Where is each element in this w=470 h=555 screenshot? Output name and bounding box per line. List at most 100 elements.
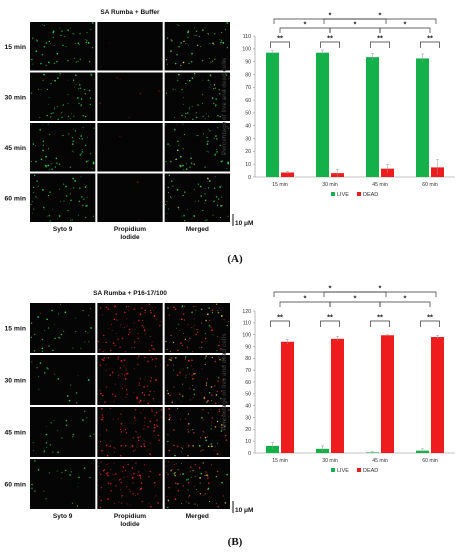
cell-dot (195, 34, 197, 36)
cell-dot (52, 79, 54, 81)
cell-dot (125, 373, 128, 375)
cell-dot (80, 152, 82, 154)
cell-dot (213, 187, 216, 189)
cell-dot (202, 449, 204, 451)
cell-dot (105, 364, 107, 366)
cell-dot (213, 449, 215, 451)
cell-dot (220, 41, 222, 43)
cell-dot (131, 476, 134, 479)
cell-dot (79, 187, 81, 189)
cell-dot (211, 329, 213, 331)
cell-dot (216, 453, 219, 455)
cell-dot (139, 313, 142, 316)
cell-dot (216, 204, 219, 207)
cell-dot (208, 86, 210, 88)
cell-dot (64, 311, 67, 314)
cell-dot (119, 346, 121, 348)
cell-dot (169, 160, 172, 163)
cell-dot (177, 79, 179, 81)
cell-dot (84, 144, 87, 147)
cell-dot (207, 187, 209, 189)
cell-dot (204, 398, 206, 400)
cell-dot (117, 418, 119, 420)
cell-dot (188, 502, 190, 504)
cell-dot (177, 469, 179, 471)
cell-dot (193, 393, 196, 395)
micrograph-title: SA Rumba + Buffer (100, 9, 160, 16)
cell-dot (115, 485, 117, 487)
pair-significance: ** (427, 313, 433, 322)
cell-dot (139, 92, 142, 95)
cell-dot (151, 341, 153, 343)
cell-dot (72, 433, 75, 436)
cell-dot (138, 382, 140, 384)
cell-dot (116, 77, 118, 79)
cell-dot (120, 423, 123, 425)
cell-dot (193, 215, 196, 217)
cell-dot (227, 215, 229, 217)
cell-dot (219, 115, 221, 118)
micrograph-tile (30, 459, 96, 509)
cell-dot (187, 444, 190, 447)
cell-dot (62, 44, 64, 47)
cell-dot (165, 465, 167, 467)
pair-bracket (420, 41, 440, 48)
cell-dot (195, 309, 197, 311)
legend-label: LIVE (337, 192, 349, 198)
cell-dot (61, 472, 63, 474)
cell-dot (173, 463, 175, 466)
cell-dot (188, 496, 190, 498)
cell-dot (40, 313, 42, 314)
y-tick-label: 40 (245, 403, 251, 409)
legend-label: DEAD (363, 192, 378, 198)
cell-dot (211, 439, 213, 441)
cell-dot (59, 74, 61, 76)
cell-dot (217, 310, 219, 312)
cell-dot (127, 463, 129, 466)
cell-dot (120, 502, 123, 504)
cell-dot (41, 124, 43, 125)
cell-dot (217, 377, 220, 379)
cell-dot (127, 333, 130, 336)
column-label: Merged (186, 513, 209, 520)
cell-dot (166, 507, 168, 508)
cell-dot (165, 92, 167, 94)
cell-dot (174, 308, 177, 310)
cell-dot (151, 408, 153, 410)
cell-dot (69, 193, 71, 195)
cell-dot (52, 451, 54, 453)
cell-dot (176, 374, 179, 376)
cell-dot (152, 348, 155, 350)
cell-dot (166, 348, 168, 351)
cell-dot (41, 53, 44, 56)
cell-dot (140, 482, 143, 484)
cell-dot (222, 379, 225, 381)
cell-dot (125, 306, 128, 308)
group-bracket (279, 27, 331, 33)
cell-dot (149, 390, 151, 393)
cell-dot (209, 74, 212, 77)
column-label: Propidium (114, 513, 146, 520)
cell-dot (173, 386, 175, 388)
cell-dot (191, 52, 193, 55)
cell-dot (187, 367, 189, 369)
cell-dot (170, 470, 172, 472)
cell-dot (112, 473, 114, 476)
cell-dot (93, 127, 95, 129)
cell-dot (187, 360, 190, 362)
cell-dot (187, 431, 190, 433)
cell-dot (153, 430, 155, 432)
cell-dot (52, 349, 54, 352)
cell-dot (37, 185, 39, 187)
cell-dot (52, 112, 54, 114)
micrograph-tile (97, 72, 163, 121)
cell-dot (124, 374, 126, 376)
cell-dot (87, 377, 88, 378)
cell-dot (148, 502, 150, 504)
cell-dot (204, 166, 206, 168)
cell-dot (202, 94, 203, 96)
y-tick-label: 60 (245, 98, 251, 104)
y-tick-label: 50 (245, 392, 251, 398)
cell-dot (107, 357, 110, 359)
cell-dot (180, 342, 182, 345)
